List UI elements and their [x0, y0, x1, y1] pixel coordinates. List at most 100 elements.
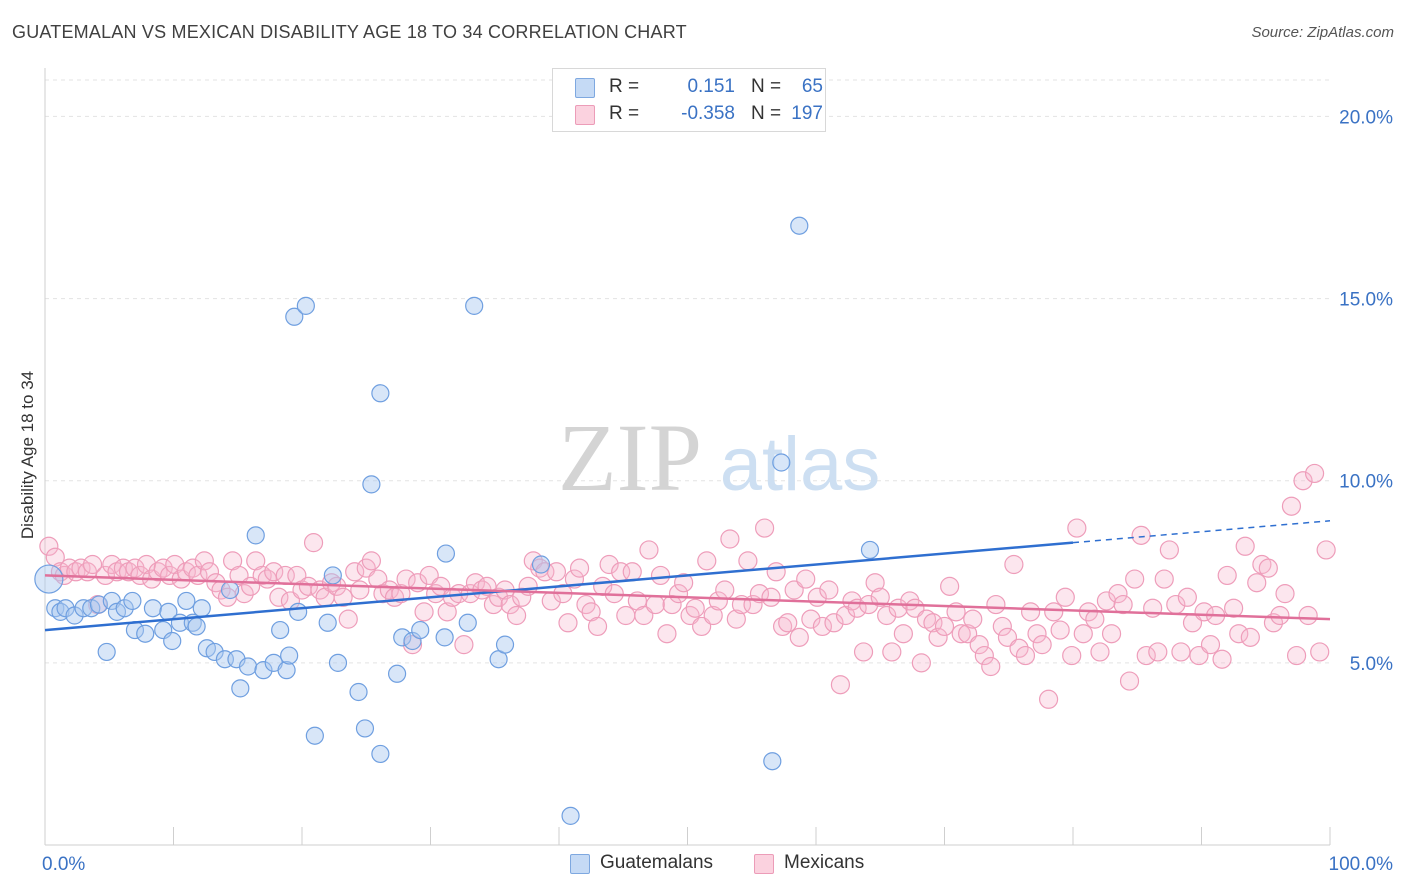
mexicans-point	[685, 598, 705, 618]
mexicans-point	[1275, 584, 1295, 604]
axes	[44, 68, 1331, 846]
guatemalans-point	[296, 296, 315, 315]
guatemalans-point	[271, 620, 290, 640]
mexicans-point	[726, 609, 746, 629]
y-tick-label: 10.0%	[1339, 472, 1393, 493]
mexicans-point	[778, 613, 798, 633]
mexicans-point	[1159, 540, 1179, 560]
guatemalans-point	[371, 744, 390, 764]
mexicans-point	[1148, 642, 1168, 662]
mexicans-point	[877, 605, 897, 626]
mexicans-point	[269, 587, 289, 607]
mexicans-point	[587, 616, 608, 637]
mexicans-point	[391, 584, 411, 604]
guatemalans-point	[163, 631, 182, 651]
mexicans-point	[1044, 602, 1064, 622]
y-axis-label: Disability Age 18 to 34	[18, 370, 37, 540]
guatemalans-point	[231, 679, 250, 698]
x-tick-label: 0.0%	[42, 854, 85, 875]
mexicans-point	[264, 562, 284, 582]
guatemalans-point	[285, 307, 304, 326]
guatemalans-point	[458, 613, 477, 632]
mexicans-point	[1212, 649, 1232, 669]
mexicans-point	[916, 609, 937, 629]
guatemalans-point	[411, 620, 430, 640]
mexicans-point	[720, 529, 740, 549]
guatemalans-point	[74, 599, 93, 618]
mexicans-point	[1131, 525, 1151, 545]
mexicans-point	[708, 591, 728, 611]
x-tick-label: 100.0%	[1329, 854, 1394, 875]
guatemalans-point	[393, 628, 412, 647]
mexicans-point	[1136, 645, 1156, 666]
mexicans-point	[1154, 569, 1174, 589]
guatemalans-point	[187, 617, 206, 636]
mexicans-point	[738, 551, 758, 571]
mexicans-point	[321, 573, 342, 593]
guatemalans-point	[772, 453, 791, 472]
guatemalans-point	[362, 475, 381, 494]
mexicans-point	[1298, 605, 1318, 626]
guatemalans-point	[192, 599, 211, 618]
mexicans-point	[766, 562, 786, 582]
mexicans-point	[39, 536, 59, 556]
mexicans-point	[963, 609, 983, 629]
guatemalans-point	[143, 599, 163, 618]
legend-r-value: -0.358	[681, 103, 735, 124]
guatemalans-point	[277, 661, 296, 680]
mexicans-point	[830, 675, 851, 695]
legend-swatch-mexicans	[575, 105, 595, 125]
guatemalans-point	[115, 599, 134, 618]
mexicans-point	[569, 558, 590, 578]
legend-r-label: R =	[609, 76, 640, 97]
mexicans-point	[1101, 624, 1122, 644]
guatemalans-point	[318, 613, 337, 632]
mexicans-point	[465, 573, 486, 593]
mexicans-point	[1252, 554, 1272, 575]
mexicans-points	[39, 463, 1336, 709]
mexicans-point	[1194, 602, 1214, 622]
mexicans-point	[697, 551, 717, 571]
mexicans-point	[796, 569, 816, 589]
mexicans-point	[82, 554, 103, 575]
mexicans-point	[622, 562, 642, 582]
y-tick-label: 15.0%	[1339, 290, 1393, 311]
mexicans-point	[194, 551, 214, 571]
mexicans-point	[1090, 642, 1110, 662]
mexicans-point	[599, 554, 619, 575]
mexicans-point	[981, 656, 1001, 677]
mexicans-point	[934, 616, 955, 637]
mexicans-point	[616, 605, 636, 626]
guatemalans-point	[495, 635, 515, 654]
mexicans-point	[992, 616, 1012, 637]
guatemalans-point	[238, 657, 258, 676]
mexicans-trend-line	[44, 574, 1331, 621]
guatemalans-point	[246, 526, 265, 545]
legend-n-label: N =	[751, 103, 782, 124]
guatemalans-point	[123, 591, 142, 611]
chart-title: GUATEMALAN VS MEXICAN DISABILITY AGE 18 …	[12, 22, 687, 42]
trend-lines	[44, 520, 1331, 632]
mexicans-point	[1085, 609, 1105, 629]
mexicans-point	[333, 587, 353, 607]
mexicans-point	[414, 602, 434, 622]
mexicans-point	[657, 624, 677, 644]
guatemalans-point	[280, 646, 299, 665]
mexicans-point	[1015, 645, 1036, 666]
mexicans-point	[951, 624, 971, 644]
mexicans-point	[928, 627, 948, 647]
mexicans-point	[1050, 620, 1070, 640]
legend-n-label: N =	[751, 76, 782, 97]
mexicans-point	[1177, 587, 1197, 607]
bottom-legend-swatch-mexicans	[754, 854, 774, 874]
mexicans-point	[1247, 573, 1267, 593]
mexicans-point	[350, 580, 370, 600]
guatemalans-point	[254, 661, 273, 680]
guatemalans-point	[328, 653, 348, 672]
guatemalans-trend-extension	[1072, 520, 1331, 544]
mexicans-point	[812, 616, 833, 637]
mexicans-point	[95, 565, 115, 586]
guatemalans-point	[763, 752, 782, 771]
guatemalans-point	[790, 216, 809, 235]
